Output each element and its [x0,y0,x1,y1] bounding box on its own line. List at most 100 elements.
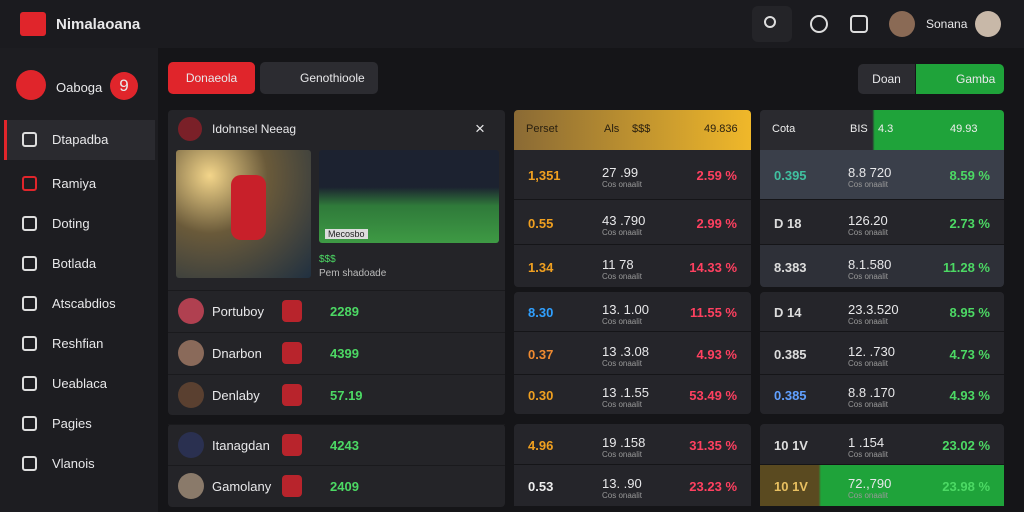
odd-b[interactable]: 11 78 [602,256,634,272]
team-name[interactable]: Dnarbon [212,346,262,361]
odd-c[interactable]: 11.28 % [943,259,990,275]
odd-b[interactable]: 8.1.580 [848,256,892,272]
odd-b[interactable]: 13 .3.08 [602,343,649,359]
odds-row[interactable] [514,245,751,287]
nav-item[interactable]: Vlanois [52,456,95,471]
odds-row[interactable] [514,424,751,464]
odd-sub: Cos onaalit [848,271,889,281]
odd-b[interactable]: 8.8 720 [848,165,892,180]
odd-c[interactable]: 14.33 % [689,259,737,275]
avatar[interactable] [975,11,1001,37]
odd-b[interactable]: 23.3.520 [848,302,899,317]
odds-row[interactable] [514,375,751,414]
nav-item[interactable]: Doting [52,216,90,231]
odd-c[interactable]: 2.59 % [696,168,737,183]
odds-row[interactable] [760,424,1004,464]
odd-a[interactable]: 0.53 [528,479,554,494]
nav-item[interactable]: Ueablaca [52,376,107,391]
odd-c[interactable]: 4.73 % [949,346,990,362]
odds-row[interactable] [514,200,751,244]
odd-b[interactable]: 19 .158 [602,434,646,450]
odd-a[interactable]: 0.30 [528,388,554,403]
odds-row[interactable] [514,332,751,374]
odd-a[interactable]: 1.34 [528,259,554,275]
odd-a[interactable]: 8.383 [774,259,807,275]
odds-row[interactable] [760,375,1004,414]
odds-row[interactable] [760,465,1004,506]
nav-item[interactable]: Reshfian [52,336,104,351]
odd-c[interactable]: 53.49 % [689,388,737,403]
team-value[interactable]: 4243 [330,438,359,453]
odd-b[interactable]: 13. .90 [602,476,642,491]
odd-b[interactable]: 8.8 .170 [848,385,895,400]
odd-a[interactable]: 0.385 [774,346,807,362]
icon[interactable] [850,15,868,33]
match-image[interactable] [176,150,311,278]
team-value[interactable]: 2289 [330,304,359,319]
odds-row[interactable] [514,150,751,199]
nav-item[interactable]: Dtapadba [52,132,109,147]
odd-a[interactable]: D 14 [774,305,802,320]
toggle[interactable]: Gamba [916,64,1004,94]
odd-c[interactable]: 11.55 % [690,305,737,320]
odd-c[interactable]: 2.73 % [949,215,990,231]
odds-row[interactable] [760,150,1004,199]
odd-a[interactable]: 8.30 [528,305,554,320]
team-name[interactable]: Portuboy [212,304,265,319]
search[interactable] [752,6,792,42]
odd-c[interactable]: 23.23 % [689,479,737,494]
odd-b[interactable]: 72.,790 [848,476,892,491]
odd-a[interactable]: 0.37 [528,346,554,362]
account[interactable]: Oaboga [56,80,103,95]
team-value[interactable]: 57.19 [330,388,363,403]
odds-row[interactable] [760,292,1004,331]
odd-c[interactable]: 4.93 % [696,346,737,362]
second-panel: Itanagdan 4243 Gamolany 2409 [168,424,505,507]
odd-c[interactable]: 8.95 % [949,305,990,320]
odd-a[interactable]: 4.96 [528,437,554,453]
odd-a[interactable]: 0.395 [774,168,807,183]
nav-item[interactable]: Atscabdios [52,296,116,311]
tab[interactable]: Genothioole [260,62,378,94]
nav-item[interactable]: Botlada [52,256,97,271]
odd-a[interactable]: D 18 [774,215,802,231]
team-value[interactable]: 4399 [330,346,359,361]
odd-c[interactable]: 23.98 % [942,479,990,494]
odd-a[interactable]: 10 1V [774,437,808,453]
odd-a[interactable]: 1,351 [528,168,561,183]
nav-item[interactable]: Ramiya [52,176,97,191]
odd-b[interactable]: 27 .99 [602,165,639,180]
odd-c[interactable]: 8.59 % [949,168,990,183]
odd-b[interactable]: 13 .1.55 [602,385,649,400]
toggle[interactable]: Doan [858,64,915,94]
team-name[interactable]: Denlaby [212,388,260,403]
odd-b[interactable]: 126.20 [848,212,888,228]
odd-a[interactable]: 0.55 [528,215,554,231]
team-value[interactable]: 2409 [330,479,359,494]
odds-row[interactable] [760,245,1004,287]
team-name[interactable]: Gamolany [212,479,272,494]
close[interactable]: × [475,119,485,138]
odd-a[interactable]: 0.385 [774,388,807,403]
odds-row[interactable] [514,465,751,506]
tab[interactable]: Donaeola [168,62,255,94]
team-name[interactable]: Itanagdan [212,438,270,453]
odd-c[interactable]: 4.93 % [949,388,990,403]
odds-row[interactable] [760,332,1004,374]
odd-b[interactable]: 13. 1.00 [602,302,649,317]
icon[interactable] [810,15,828,33]
odd-c[interactable]: 31.35 % [689,437,737,453]
odds-row[interactable] [760,200,1004,244]
odd-b[interactable]: 1 .154 [848,434,885,450]
odd-b[interactable]: 12. .730 [848,343,895,359]
odds-row[interactable] [514,292,751,331]
odd-a[interactable]: 10 1V [774,479,808,494]
row-divider [168,332,505,333]
nav-item[interactable]: Pagies [52,416,92,431]
odd-c[interactable]: 23.02 % [942,437,990,453]
avatar[interactable] [889,11,915,37]
match-image[interactable]: Mecosbo [319,150,499,243]
logo[interactable] [20,12,46,36]
odd-b[interactable]: 43 .790 [602,212,646,228]
odd-c[interactable]: 2.99 % [696,215,737,231]
